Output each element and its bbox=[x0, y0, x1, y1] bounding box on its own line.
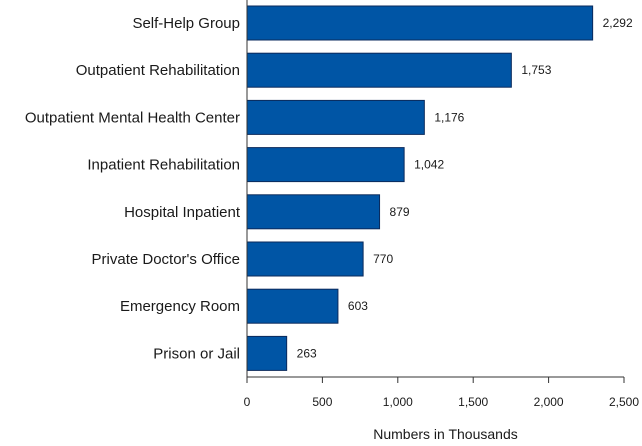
x-axis: 0 500 1,000 1,500 2,000 2,500 bbox=[244, 0, 639, 409]
value-label-self-help-group: 2,292 bbox=[603, 16, 633, 30]
value-label-private-doctor-s-office: 770 bbox=[373, 252, 393, 266]
category-labels: Self-Help Group Outpatient Rehabilitation… bbox=[25, 15, 241, 362]
bar-hospital-inpatient bbox=[246, 194, 381, 230]
bar-self-help-group bbox=[246, 5, 594, 41]
x-tick-label: 500 bbox=[312, 395, 332, 409]
value-label-prison-or-jail: 263 bbox=[297, 346, 317, 360]
value-label-hospital-inpatient: 879 bbox=[390, 205, 410, 219]
bar-inpatient-rehabilitation bbox=[246, 147, 405, 183]
bars-layer bbox=[246, 5, 594, 371]
category-label-emergency-room: Emergency Room bbox=[120, 298, 240, 315]
bar-prison-or-jail bbox=[246, 335, 288, 371]
value-label-outpatient-rehabilitation: 1,753 bbox=[521, 63, 551, 77]
bar-outpatient-rehabilitation bbox=[246, 52, 512, 88]
category-label-private-doctor-s-office: Private Doctor's Office bbox=[92, 251, 240, 268]
category-label-prison-or-jail: Prison or Jail bbox=[153, 345, 240, 362]
bar-emergency-room bbox=[246, 288, 339, 324]
category-label-outpatient-rehabilitation: Outpatient Rehabilitation bbox=[76, 62, 240, 79]
value-label-inpatient-rehabilitation: 1,042 bbox=[414, 158, 444, 172]
x-tick-label: 1,500 bbox=[458, 395, 488, 409]
bar-private-doctor-s-office bbox=[246, 241, 364, 277]
category-label-self-help-group: Self-Help Group bbox=[132, 15, 240, 32]
category-label-inpatient-rehabilitation: Inpatient Rehabilitation bbox=[87, 157, 240, 174]
value-label-emergency-room: 603 bbox=[348, 299, 368, 313]
x-axis-title: Numbers in Thousands bbox=[373, 426, 517, 442]
x-tick-label: 1,000 bbox=[383, 395, 413, 409]
x-tick-label: 0 bbox=[244, 395, 251, 409]
category-label-outpatient-mental-health-center: Outpatient Mental Health Center bbox=[25, 109, 240, 126]
value-labels: 2,292 1,753 1,176 1,042 879 770 603 263 bbox=[297, 16, 633, 360]
category-label-hospital-inpatient: Hospital Inpatient bbox=[124, 204, 241, 221]
x-tick-label: 2,500 bbox=[609, 395, 639, 409]
value-label-outpatient-mental-health-center: 1,176 bbox=[434, 110, 464, 124]
bar-outpatient-mental-health-center bbox=[246, 99, 425, 135]
x-tick-label: 2,000 bbox=[534, 395, 564, 409]
